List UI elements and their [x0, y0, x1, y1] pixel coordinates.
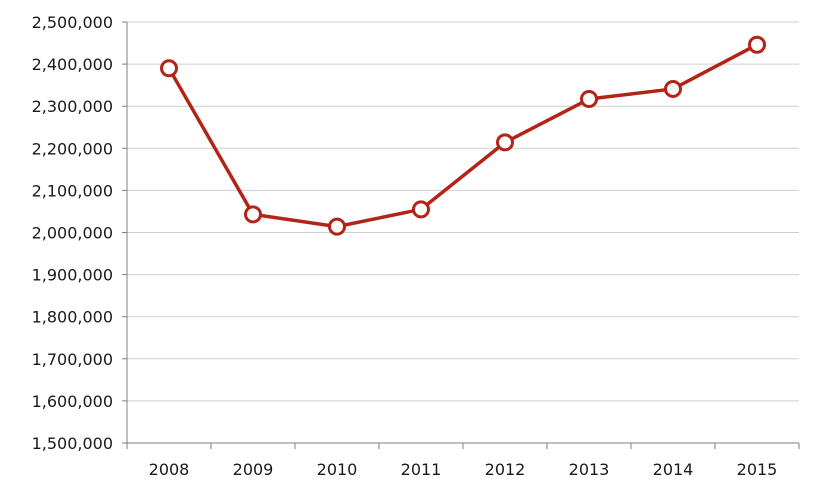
data-point: [412, 200, 430, 219]
data-point: [496, 133, 514, 152]
y-tick-label: 2,100,000: [32, 181, 113, 200]
x-tick-label: 2015: [737, 460, 778, 479]
data-point: [748, 35, 766, 54]
x-tick-label: 2012: [485, 460, 526, 479]
y-tick-label: 1,800,000: [32, 308, 113, 327]
y-tick-label: 1,600,000: [32, 392, 113, 411]
y-tick-label: 2,500,000: [32, 13, 113, 32]
x-tick-label: 2009: [233, 460, 274, 479]
y-tick-label: 2,300,000: [32, 97, 113, 116]
data-point: [664, 79, 682, 98]
x-tick-labels: 2008 2009 2010 2011 2012 2013 2014 2015: [149, 460, 778, 479]
y-tick-label: 2,000,000: [32, 224, 113, 243]
x-tick-label: 2014: [653, 460, 694, 479]
y-tick-labels: 1,500,000 1,600,000 1,700,000 1,800,000 1,90…: [32, 13, 113, 453]
y-tick-label: 1,500,000: [32, 434, 113, 453]
x-tick-label: 2008: [149, 460, 190, 479]
series-line: [167, 42, 759, 229]
x-tick-label: 2011: [401, 460, 442, 479]
data-point: [328, 217, 346, 236]
y-tick-label: 1,700,000: [32, 350, 113, 369]
x-tick-label: 2013: [569, 460, 610, 479]
y-tick-label: 2,400,000: [32, 55, 113, 74]
data-point: [160, 59, 178, 78]
data-point: [244, 205, 262, 224]
axes: [122, 21, 800, 449]
y-tick-label: 1,900,000: [32, 266, 113, 285]
gridlines: [127, 21, 799, 402]
x-tick-label: 2010: [317, 460, 358, 479]
y-tick-label: 2,200,000: [32, 139, 113, 158]
data-point: [580, 90, 598, 109]
series-layer: [160, 35, 766, 236]
